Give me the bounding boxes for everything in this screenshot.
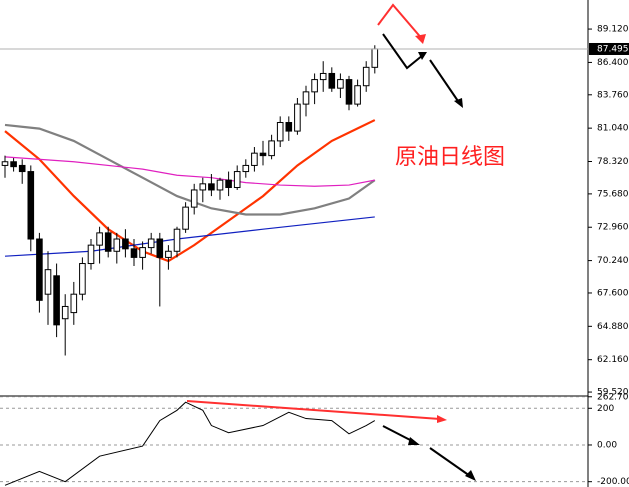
candle-body [79,263,86,295]
candle-body [276,122,284,142]
y-tick-label: 78.320 [597,157,629,167]
candle-body [53,275,60,326]
y-tick-label: 0.00 [597,440,617,450]
candle-body [328,72,336,89]
arrowhead [415,34,426,44]
last-price-label: 87.495 [597,44,629,54]
candle-body [1,161,9,166]
candle-body [199,183,207,191]
candle-body [268,140,275,157]
candle-body [233,171,241,189]
candle-body [362,66,370,87]
candle-body [147,238,155,249]
candle-body [319,72,327,81]
y-tick-label: 262.707 [597,392,629,402]
candle-body [354,85,361,105]
arrowhead [465,470,476,481]
candle-body [36,238,43,301]
candle-body [27,171,35,240]
red-arrow [186,400,441,420]
y-tick-label: -200.00 [597,477,629,487]
candle-body [113,238,121,252]
y-tick-label: 72.960 [597,223,629,233]
candle-body [104,232,112,252]
red-arrow [377,3,424,41]
candle-body [311,79,318,93]
candle-body [302,91,310,105]
candle-body [345,79,353,105]
y-tick-label: 62.160 [597,355,629,365]
candle-body [96,232,103,246]
arrowhead [418,52,427,60]
y-tick-label: 200 [597,404,614,414]
arrowhead [454,98,463,108]
black-arrow [429,447,471,477]
candle-body [294,103,301,132]
y-tick-label: 70.240 [597,256,629,266]
y-tick-label: 59.520 [597,388,629,398]
black-arrow [382,33,424,70]
candle-body [285,122,293,132]
candle-body [44,269,52,295]
arrows [186,3,476,481]
candle-body [61,305,69,320]
candle-body [122,238,129,250]
y-tick-label: 83.760 [597,90,629,100]
candle-body [165,250,172,258]
candle-body [139,247,146,258]
y-tick-label: 75.680 [597,189,629,199]
y-tick-label: 64.880 [597,322,629,332]
candle-body [10,161,17,168]
candle-body [190,189,198,208]
candle-body [259,152,267,157]
y-tick-label: 81.040 [597,124,629,134]
candle-body [70,293,78,314]
y-tick-label: 67.600 [597,288,629,298]
candle-body [225,179,232,189]
candle-body [87,244,95,265]
candle-body [337,79,344,89]
arrowhead [437,415,447,423]
candle-body [251,152,258,166]
oscillator-line [4,401,376,486]
candle-body [182,206,189,230]
black-arrow [429,59,461,105]
candle-body [18,164,26,173]
candle-body [216,179,224,191]
candle-body [242,164,250,173]
arrowhead [408,437,420,445]
candle-body [156,238,164,258]
candle-body [173,228,181,252]
moving-average [4,119,376,263]
last-price-box [589,42,629,55]
annotation: 原油日线图 [395,145,505,170]
y-tick-label: 86.400 [597,58,629,68]
y-tick-label: 89.120 [597,25,629,35]
candle-body [130,248,138,258]
black-arrow [382,425,415,443]
candle-body [371,48,379,68]
candle-body [208,183,215,191]
